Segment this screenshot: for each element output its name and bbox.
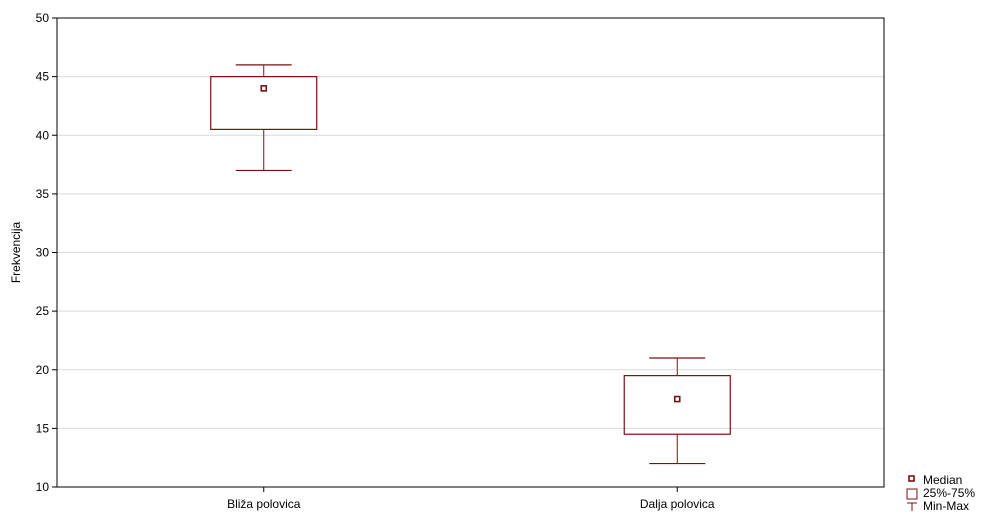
legend-item-label: Min-Max (923, 499, 969, 513)
x-axis-category-labels: Bliža polovica Dalja polovica (227, 487, 715, 511)
x-category-label: Bliža polovica (227, 497, 301, 511)
box-2 (623, 357, 731, 465)
legend-item-label: Median (923, 473, 962, 487)
legend-box-marker (906, 488, 918, 500)
y-tick-label: 15 (36, 421, 50, 435)
y-tick-label: 10 (36, 480, 50, 494)
y-axis-label: Frekvencija (9, 222, 23, 284)
legend-median-marker (908, 475, 915, 482)
y-tick-label: 25 (36, 304, 50, 318)
legend-item-label: 25%-75% (923, 486, 975, 500)
y-tick-label: 35 (36, 187, 50, 201)
median-marker (673, 395, 681, 403)
plot-area-frame (56, 17, 885, 488)
y-tick-label: 50 (36, 11, 50, 25)
box-1 (210, 64, 318, 172)
iqr-box (210, 76, 318, 130)
y-tick-label: 45 (36, 70, 50, 84)
grid-lines (57, 76, 884, 429)
y-tick-label: 30 (36, 246, 50, 260)
y-tick-label: 40 (36, 128, 50, 142)
box-series (210, 64, 731, 465)
iqr-box (623, 375, 731, 435)
x-category-label: Dalja polovica (640, 497, 715, 511)
y-tick-label: 20 (36, 363, 50, 377)
y-axis-ticks: 10 15 20 25 30 35 40 45 50 (36, 11, 57, 494)
median-marker (260, 85, 268, 92)
